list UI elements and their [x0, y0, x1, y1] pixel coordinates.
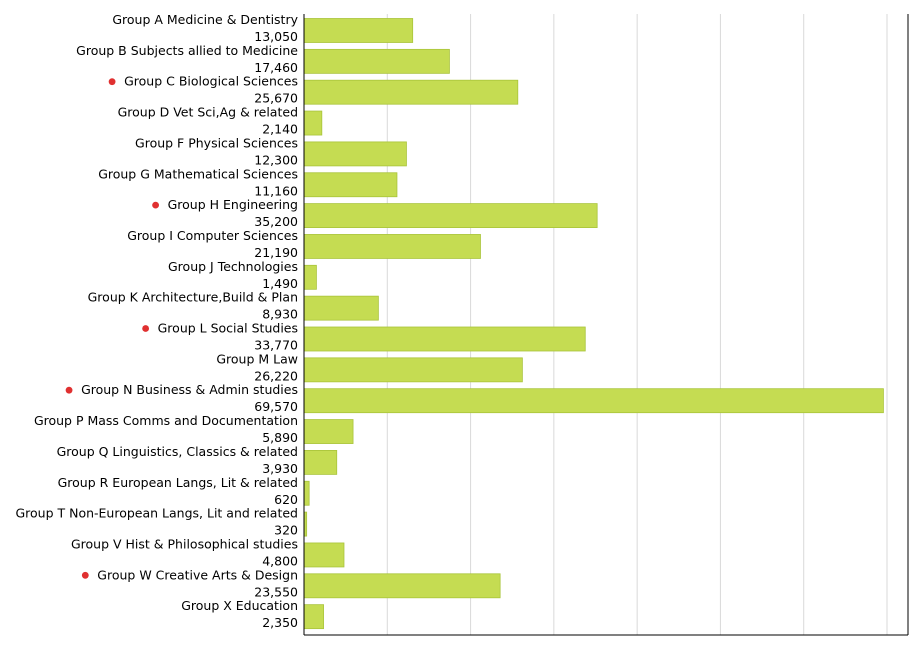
data-label: 8,930 — [262, 307, 298, 322]
category-label: Group P Mass Comms and Documentation — [34, 413, 298, 428]
data-label: 23,550 — [254, 584, 298, 599]
bar — [303, 172, 398, 198]
bar — [303, 110, 323, 136]
category-label: Group T Non-European Langs, Lit and rela… — [15, 506, 298, 521]
category-label: Group J Technologies — [168, 259, 298, 274]
category-label: Group D Vet Sci,Ag & related — [118, 105, 298, 120]
bar — [303, 48, 450, 74]
data-label: 2,350 — [262, 615, 298, 630]
category-label: Group Q Linguistics, Classics & related — [57, 444, 298, 459]
category-label: Group N Business & Admin studies — [81, 382, 298, 397]
highlight-dot-icon — [65, 386, 73, 394]
category-label: Group I Computer Sciences — [127, 228, 298, 243]
data-label: 12,300 — [254, 152, 298, 167]
data-label: 26,220 — [254, 368, 298, 383]
data-label: 320 — [274, 523, 298, 538]
data-label: 17,460 — [254, 60, 298, 75]
bar — [303, 357, 523, 383]
bar — [303, 542, 345, 568]
highlight-dot-icon — [108, 78, 116, 86]
category-label: Group C Biological Sciences — [124, 74, 298, 89]
bar — [303, 141, 407, 167]
category-label: Group H Engineering — [168, 197, 298, 212]
data-label: 25,670 — [254, 91, 298, 106]
data-label: 35,200 — [254, 214, 298, 229]
bar — [303, 419, 354, 444]
bar — [303, 449, 338, 475]
label-layer: Group A Medicine & Dentistry13,050Group … — [15, 12, 298, 630]
data-label: 2,140 — [262, 122, 298, 137]
bar — [303, 79, 519, 105]
category-label: Group R European Langs, Lit & related — [58, 475, 298, 490]
category-label: Group B Subjects allied to Medicine — [76, 43, 298, 58]
data-label: 33,770 — [254, 338, 298, 353]
data-label: 1,490 — [262, 276, 298, 291]
category-label: Group K Architecture,Build & Plan — [88, 290, 298, 305]
bar — [303, 295, 379, 321]
category-label: Group V Hist & Philosophical studies — [71, 536, 298, 551]
bar — [303, 604, 324, 630]
highlight-dot-icon — [81, 571, 89, 579]
bar — [303, 388, 884, 414]
data-label: 11,160 — [254, 183, 298, 198]
data-label: 13,050 — [254, 29, 298, 44]
bar — [303, 480, 310, 506]
highlight-dot-icon — [142, 325, 150, 332]
grid-layer — [386, 14, 888, 635]
category-label: Group W Creative Arts & Design — [97, 567, 298, 582]
data-label: 4,800 — [262, 553, 298, 568]
category-label: Group A Medicine & Dentistry — [112, 12, 298, 27]
bar — [303, 18, 414, 43]
bar — [303, 234, 481, 259]
axis-layer — [303, 14, 909, 636]
bar — [303, 264, 317, 290]
bar — [303, 573, 501, 599]
marker-layer — [65, 78, 159, 579]
bar — [303, 203, 598, 229]
bar-layer — [303, 18, 884, 630]
data-label: 21,190 — [254, 245, 298, 260]
category-label: Group X Education — [181, 598, 298, 613]
data-label: 3,930 — [262, 461, 298, 476]
bar — [303, 326, 586, 352]
data-label: 620 — [274, 492, 298, 507]
category-label: Group M Law — [216, 351, 298, 366]
category-label: Group G Mathematical Sciences — [98, 166, 298, 181]
data-label: 69,570 — [254, 399, 298, 414]
category-label: Group F Physical Sciences — [135, 135, 298, 150]
data-label: 5,890 — [262, 430, 298, 445]
highlight-dot-icon — [152, 201, 159, 209]
category-label: Group L Social Studies — [158, 321, 298, 336]
